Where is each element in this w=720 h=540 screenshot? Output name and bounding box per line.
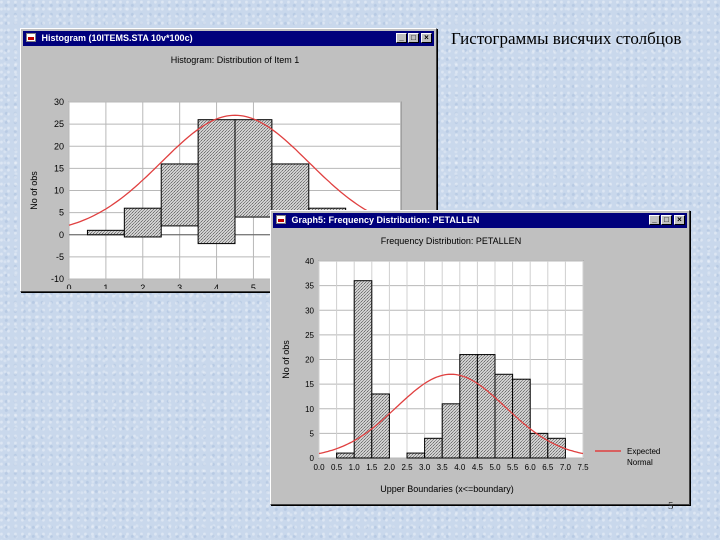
y-tick-label: 40 <box>305 257 314 266</box>
x-tick-label: 3.0 <box>419 463 431 472</box>
x-tick-label: 1 <box>103 283 108 289</box>
x-tick-label: 4 <box>214 283 219 289</box>
x-tick-label: 2 <box>140 283 145 289</box>
y-tick-label: 30 <box>305 306 314 315</box>
x-tick-label: 7.0 <box>560 463 572 472</box>
frequency-bar <box>406 452 426 459</box>
y-tick-label: 10 <box>54 186 64 196</box>
minimize-button[interactable]: _ <box>649 215 660 225</box>
expected-normal-curve <box>318 373 584 455</box>
frequency-window: Graph5: Frequency Distribution: PETALLEN… <box>270 210 690 505</box>
frequency-bar <box>512 378 531 459</box>
hanging-bar <box>160 163 199 227</box>
legend-label: Normal <box>627 458 653 467</box>
y-tick-label: 25 <box>54 119 64 129</box>
x-tick-label: 0.0 <box>313 463 325 472</box>
x-tick-label: 2.0 <box>384 463 396 472</box>
frequency-window-title: Graph5: Frequency Distribution: PETALLEN <box>291 215 480 225</box>
y-tick-label: 5 <box>59 208 64 218</box>
frequency-window-titlebar[interactable]: Graph5: Frequency Distribution: PETALLEN… <box>273 213 687 228</box>
frequency-distribution-chart: Frequency Distribution: PETALLEN 0 5 10 15 20… <box>281 236 660 494</box>
y-tick-label: 0 <box>59 230 64 240</box>
expected-normal-curve <box>68 114 402 226</box>
hanging-bar <box>86 229 125 236</box>
y-tick-label: -5 <box>56 252 64 262</box>
hanging-bar <box>123 207 162 238</box>
chart-app-icon <box>26 33 36 42</box>
frequency-bar <box>424 437 443 459</box>
slide-title: Гистограммы висячих столбцов <box>451 29 682 48</box>
hanging-bar <box>197 119 236 245</box>
x-tick-label: 4.5 <box>472 463 484 472</box>
y-axis-label: No of obs <box>281 340 291 379</box>
y-tick-label: 25 <box>305 331 314 340</box>
legend-label: Expected <box>627 447 660 456</box>
y-tick-label: 35 <box>305 282 314 291</box>
y-tick-label: 20 <box>54 141 64 151</box>
x-axis-label: Upper Boundaries (x<=boundary) <box>380 484 514 494</box>
x-tick-label: 0.5 <box>331 463 343 472</box>
y-axis-label: No of obs <box>29 171 39 210</box>
x-tick-label: 5.5 <box>507 463 519 472</box>
maximize-button[interactable]: □ <box>408 33 419 43</box>
page-number: 5 <box>668 500 674 512</box>
x-tick-label: 0 <box>66 283 71 289</box>
x-tick-label: 1.0 <box>349 463 361 472</box>
frequency-bar <box>441 403 461 459</box>
x-tick-label: 5.0 <box>489 463 501 472</box>
x-tick-label: 2.5 <box>401 463 413 472</box>
histogram-window-title: Histogram (10ITEMS.STA 10v*100c) <box>41 33 193 43</box>
hanging-bar <box>234 119 273 218</box>
x-tick-label: 4.0 <box>454 463 466 472</box>
x-tick-label: 1.5 <box>366 463 378 472</box>
frequency-bar <box>529 432 549 459</box>
histogram-window-titlebar[interactable]: Histogram (10ITEMS.STA 10v*100c) _ □ × <box>23 31 434 46</box>
frequency-bar <box>353 280 373 459</box>
maximize-button[interactable]: □ <box>661 215 672 225</box>
frequency-bar <box>494 373 514 459</box>
chart-title: Frequency Distribution: PETALLEN <box>381 236 521 246</box>
x-tick-label: 6.0 <box>525 463 537 472</box>
y-tick-label: 5 <box>310 429 315 438</box>
x-tick-label: 3.5 <box>437 463 449 472</box>
frequency-bar <box>459 354 478 459</box>
y-tick-label: 30 <box>54 97 64 107</box>
y-tick-label: 15 <box>54 163 64 173</box>
chart-app-icon <box>276 215 286 224</box>
minimize-button[interactable]: _ <box>396 33 407 43</box>
close-button[interactable]: × <box>674 215 685 225</box>
y-tick-label: 10 <box>305 405 314 414</box>
close-button[interactable]: × <box>421 33 432 43</box>
y-tick-label: 15 <box>305 380 314 389</box>
frequency-bar <box>476 354 496 459</box>
y-tick-label: 0 <box>310 454 315 463</box>
chart-title: Histogram: Distribution of Item 1 <box>171 55 300 65</box>
x-tick-label: 3 <box>177 283 182 289</box>
y-tick-label: -10 <box>51 274 64 284</box>
x-tick-label: 7.5 <box>577 463 589 472</box>
frequency-bar <box>371 393 390 459</box>
y-tick-label: 20 <box>305 356 314 365</box>
x-tick-label: 6.5 <box>542 463 554 472</box>
x-tick-label: 5 <box>251 283 256 289</box>
frequency-bar <box>336 452 355 459</box>
